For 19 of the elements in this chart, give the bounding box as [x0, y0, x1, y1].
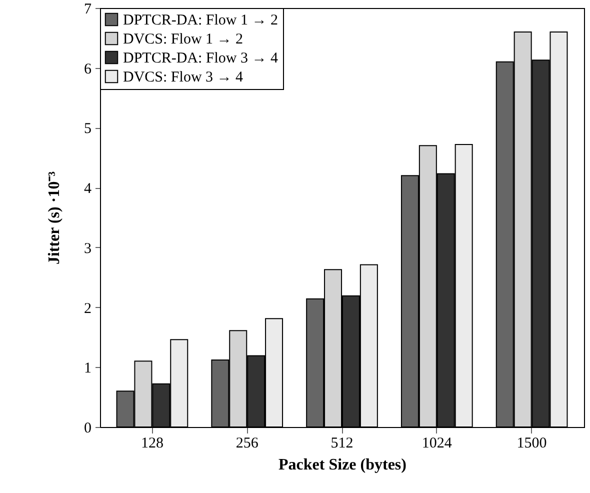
y-tick-label: 0 — [84, 420, 92, 436]
y-tick-label: 2 — [84, 300, 92, 317]
x-tick-label: 256 — [236, 436, 259, 452]
legend-label: DVCS: Flow 1 → 2 — [123, 32, 244, 48]
x-tick-label: 128 — [140, 436, 164, 452]
legend-label: DVCS: Flow 3 → 4 — [123, 70, 244, 86]
x-tick-label: 1024 — [422, 436, 452, 452]
y-tick-label: 7 — [84, 2, 92, 18]
y-tick-label: 1 — [84, 360, 92, 377]
y-tick-label: 3 — [84, 240, 92, 257]
y-tick-label: 6 — [84, 61, 92, 78]
x-tick-label: 512 — [330, 436, 354, 452]
y-axis-title: Jitter (s) ·10⁻³ — [46, 171, 63, 265]
y-tick-label: 5 — [84, 121, 92, 138]
x-axis-title: Packet Size (bytes) — [278, 456, 406, 474]
legend-label: DPTCR-DA: Flow 1 → 2 — [123, 12, 278, 28]
legend-label: DPTCR-DA: Flow 3 → 4 — [123, 50, 279, 66]
x-tick-label: 1500 — [516, 436, 547, 452]
y-tick-label: 4 — [84, 181, 92, 198]
